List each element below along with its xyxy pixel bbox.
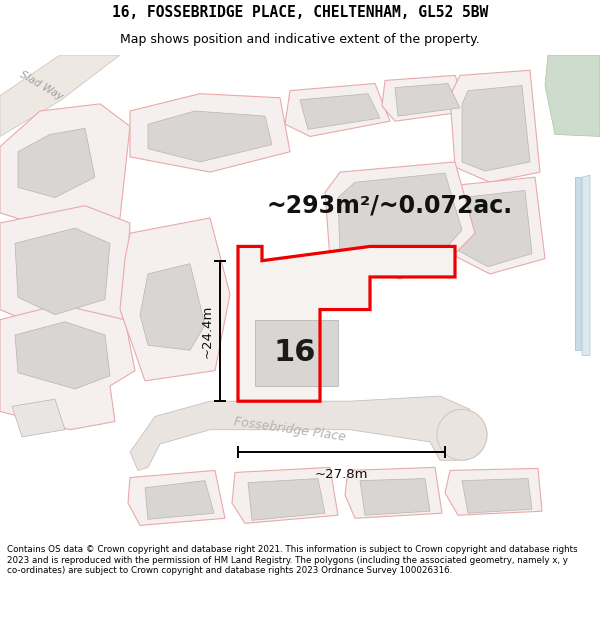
Polygon shape: [582, 175, 590, 356]
Text: ~27.8m: ~27.8m: [315, 468, 368, 481]
Text: 16, FOSSEBRIDGE PLACE, CHELTENHAM, GL52 5BW: 16, FOSSEBRIDGE PLACE, CHELTENHAM, GL52 …: [112, 4, 488, 19]
Polygon shape: [462, 479, 532, 513]
Polygon shape: [545, 55, 600, 136]
Text: ~24.4m: ~24.4m: [201, 304, 214, 358]
Polygon shape: [462, 86, 530, 171]
Text: ~293m²/~0.072ac.: ~293m²/~0.072ac.: [267, 194, 513, 218]
Polygon shape: [325, 162, 475, 279]
Polygon shape: [145, 481, 214, 519]
Polygon shape: [338, 173, 462, 271]
Polygon shape: [0, 304, 135, 430]
Polygon shape: [345, 468, 442, 518]
Polygon shape: [0, 104, 130, 238]
Polygon shape: [458, 191, 532, 267]
Polygon shape: [285, 84, 390, 136]
Polygon shape: [140, 264, 205, 350]
Polygon shape: [238, 246, 455, 401]
Text: Map shows position and indicative extent of the property.: Map shows position and indicative extent…: [120, 33, 480, 46]
Polygon shape: [255, 320, 338, 386]
Polygon shape: [120, 218, 230, 381]
Polygon shape: [232, 468, 338, 523]
Polygon shape: [18, 128, 95, 198]
Polygon shape: [300, 94, 380, 129]
Text: Slad Way: Slad Way: [18, 69, 64, 102]
Polygon shape: [450, 70, 540, 182]
Polygon shape: [12, 399, 65, 437]
Polygon shape: [128, 471, 225, 526]
Polygon shape: [575, 177, 582, 350]
Polygon shape: [15, 322, 110, 389]
Text: Contains OS data © Crown copyright and database right 2021. This information is : Contains OS data © Crown copyright and d…: [7, 546, 578, 575]
Circle shape: [437, 409, 487, 460]
Polygon shape: [360, 479, 430, 515]
Polygon shape: [395, 84, 460, 116]
Polygon shape: [0, 206, 130, 335]
Polygon shape: [382, 76, 470, 121]
Polygon shape: [130, 94, 290, 172]
Polygon shape: [130, 396, 478, 471]
Polygon shape: [248, 479, 325, 521]
Polygon shape: [148, 111, 272, 162]
Text: 16: 16: [274, 338, 316, 367]
Polygon shape: [0, 55, 120, 136]
Polygon shape: [448, 177, 545, 274]
Text: Fossebridge Place: Fossebridge Place: [233, 416, 347, 444]
Polygon shape: [15, 228, 110, 314]
Polygon shape: [445, 468, 542, 515]
